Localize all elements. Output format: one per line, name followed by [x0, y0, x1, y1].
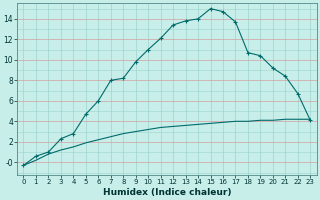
- X-axis label: Humidex (Indice chaleur): Humidex (Indice chaleur): [103, 188, 231, 197]
